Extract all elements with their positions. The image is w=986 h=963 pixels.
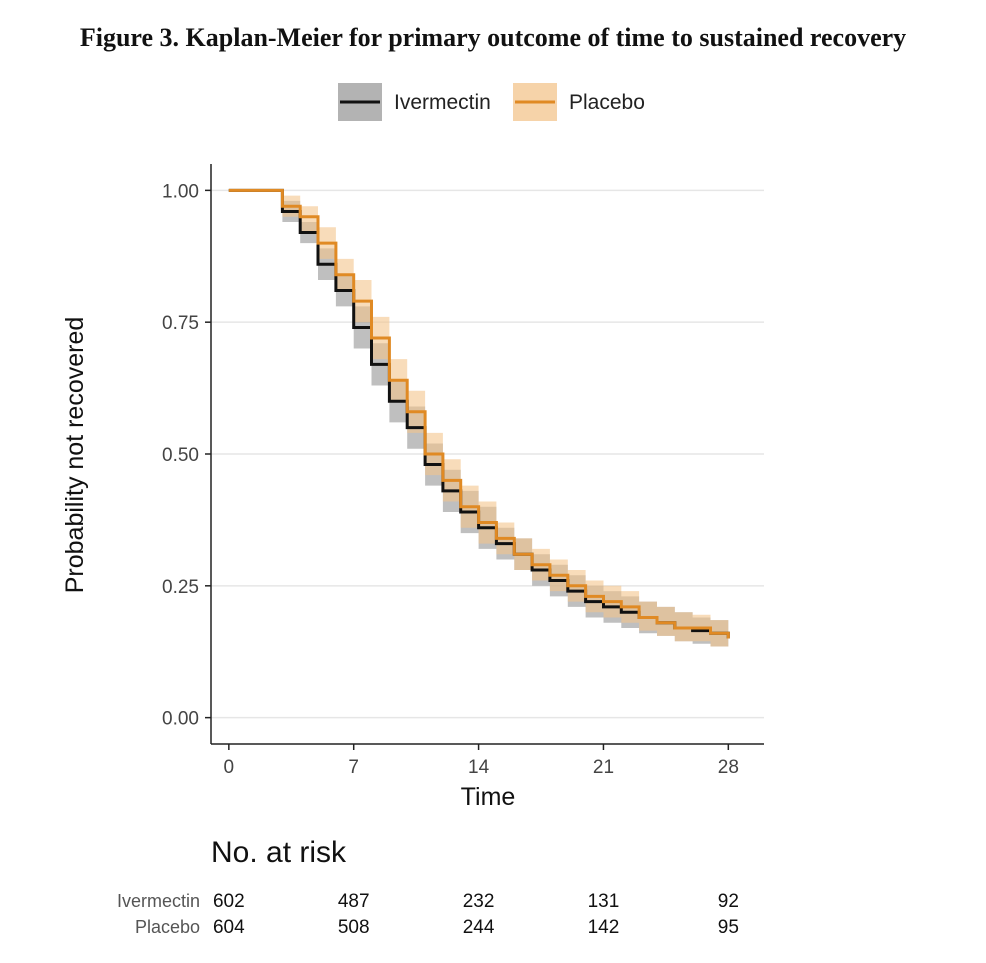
y-ticks: 0.00 0.25 0.50 0.75 1.00 (162, 181, 211, 730)
confidence-bands (228, 190, 729, 650)
risk-table: Ivermectin 602 487 232 131 92 Placebo 604 508 244… (117, 891, 739, 938)
survival-curves (228, 188, 730, 639)
legend-item-ivermectin: Ivermectin (338, 83, 491, 121)
risk-row-label-placebo: Placebo (135, 917, 200, 937)
x-tick-label-0: 0 (224, 757, 235, 778)
y-tick-label-1: 0.25 (162, 577, 199, 598)
y-tick-label-2: 0.50 (162, 445, 199, 466)
x-tick-label-1: 7 (348, 757, 359, 778)
risk-value-ivermectin-1: 487 (338, 891, 370, 912)
band-ivermectin (228, 190, 729, 650)
curve-placebo (228, 188, 730, 639)
curve-ivermectin (228, 188, 730, 639)
y-tick-label-4: 1.00 (162, 181, 199, 202)
x-tick-label-4: 28 (718, 757, 739, 778)
risk-value-ivermectin-4: 92 (718, 891, 739, 912)
legend-label-ivermectin: Ivermectin (394, 91, 491, 114)
risk-value-placebo-2: 244 (463, 917, 495, 938)
y-tick-label-0: 0.00 (162, 709, 199, 730)
x-tick-label-2: 14 (468, 757, 490, 778)
x-axis-label: Time (461, 783, 516, 811)
risk-row-label-ivermectin: Ivermectin (117, 891, 200, 911)
risk-value-placebo-4: 95 (718, 917, 739, 938)
figure-label: Figure 3. (79, 23, 180, 52)
y-tick-label-3: 0.75 (162, 313, 199, 334)
y-axis-label: Probability not recovered (61, 317, 89, 594)
band-placebo (228, 190, 729, 650)
x-ticks: 0 7 14 21 28 (224, 744, 739, 778)
legend-item-placebo: Placebo (513, 83, 645, 121)
legend-label-placebo: Placebo (569, 91, 645, 114)
risk-value-placebo-1: 508 (338, 917, 370, 938)
risk-value-placebo-0: 604 (213, 917, 245, 938)
figure-title: Figure 3. Kaplan-Meier for primary outco… (0, 22, 986, 54)
risk-value-ivermectin-3: 131 (588, 891, 620, 912)
legend: Ivermectin Placebo (338, 83, 645, 121)
x-tick-label-3: 21 (593, 757, 614, 778)
gridlines (211, 189, 764, 719)
risk-value-placebo-3: 142 (588, 917, 620, 938)
risk-value-ivermectin-0: 602 (213, 891, 245, 912)
risk-table-title: No. at risk (211, 836, 347, 869)
figure-caption: Kaplan-Meier for primary outcome of time… (185, 23, 907, 52)
risk-value-ivermectin-2: 232 (463, 891, 495, 912)
